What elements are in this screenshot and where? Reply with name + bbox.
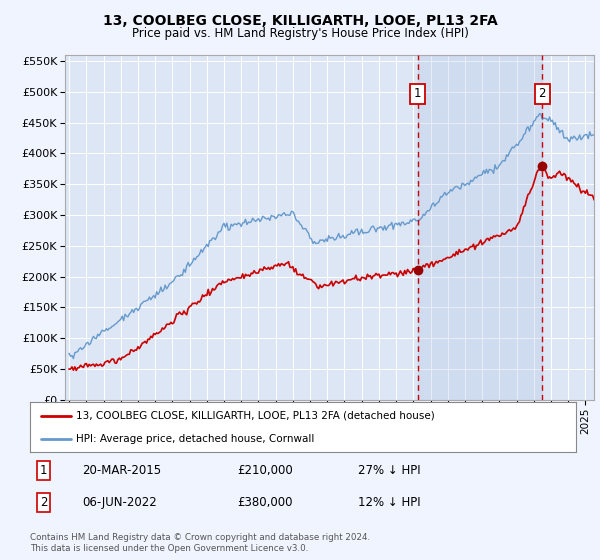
- Text: 20-MAR-2015: 20-MAR-2015: [82, 464, 161, 477]
- Text: £380,000: £380,000: [238, 496, 293, 508]
- Text: 27% ↓ HPI: 27% ↓ HPI: [358, 464, 420, 477]
- Text: 1: 1: [40, 464, 47, 477]
- Text: 13, COOLBEG CLOSE, KILLIGARTH, LOOE, PL13 2FA: 13, COOLBEG CLOSE, KILLIGARTH, LOOE, PL1…: [103, 14, 497, 28]
- Text: 12% ↓ HPI: 12% ↓ HPI: [358, 496, 420, 508]
- Text: 2: 2: [539, 87, 546, 100]
- Bar: [418, 55, 542, 400]
- Text: 06-JUN-2022: 06-JUN-2022: [82, 496, 157, 508]
- Text: 2: 2: [40, 496, 47, 508]
- Text: Contains HM Land Registry data © Crown copyright and database right 2024.
This d: Contains HM Land Registry data © Crown c…: [30, 533, 370, 553]
- Text: 13, COOLBEG CLOSE, KILLIGARTH, LOOE, PL13 2FA (detached house): 13, COOLBEG CLOSE, KILLIGARTH, LOOE, PL1…: [76, 410, 435, 421]
- Text: £210,000: £210,000: [238, 464, 293, 477]
- Text: HPI: Average price, detached house, Cornwall: HPI: Average price, detached house, Corn…: [76, 434, 315, 444]
- Text: Price paid vs. HM Land Registry's House Price Index (HPI): Price paid vs. HM Land Registry's House …: [131, 27, 469, 40]
- Text: 1: 1: [414, 87, 421, 100]
